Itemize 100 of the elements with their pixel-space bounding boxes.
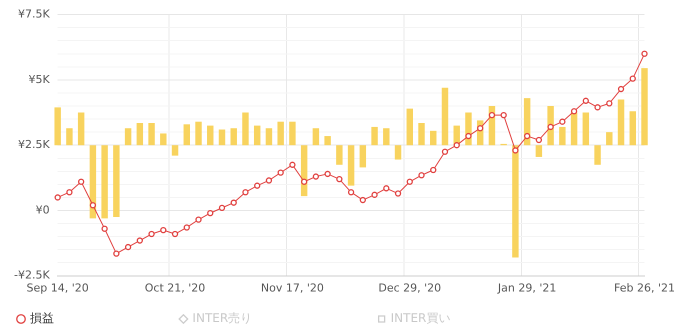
y-tick-label: ¥7.5K [18, 7, 50, 20]
point [371, 192, 378, 198]
point [300, 178, 308, 185]
point [547, 124, 554, 130]
bar [90, 145, 96, 218]
point [78, 178, 84, 185]
legend-label: 損益 [30, 311, 168, 326]
bar [230, 128, 237, 146]
bar [618, 99, 624, 146]
bar [124, 128, 132, 146]
bar [630, 111, 636, 146]
point [54, 194, 61, 201]
point [512, 147, 519, 154]
bar [430, 130, 436, 146]
point [124, 244, 132, 250]
x-tick-label: Oct 21, '20 [144, 281, 206, 294]
point [336, 176, 343, 182]
point [394, 190, 402, 197]
bar [606, 132, 613, 146]
point [570, 108, 578, 114]
point [172, 230, 178, 238]
y-tick-label: -¥2.5K [14, 268, 50, 282]
bar [300, 145, 308, 196]
point [312, 173, 320, 180]
x-tick-label: Dec 29, '20 [378, 281, 442, 294]
bar [394, 145, 402, 160]
bar [324, 136, 331, 146]
point [430, 166, 436, 174]
point [348, 189, 354, 196]
point [266, 177, 272, 184]
point [383, 185, 390, 192]
bar [418, 123, 425, 146]
bar [207, 126, 214, 146]
y-tick-label: ¥2.5K [18, 138, 50, 152]
bar [266, 128, 272, 146]
point [418, 172, 425, 178]
x-tick-label: Nov 17, '20 [260, 281, 324, 294]
point [195, 216, 202, 223]
point [477, 125, 484, 132]
bar [54, 107, 61, 146]
bar [406, 108, 414, 146]
point [524, 132, 530, 140]
y-tick-label: ¥0 [36, 203, 50, 216]
bar [312, 128, 320, 146]
bar [371, 126, 378, 146]
bar [101, 145, 108, 218]
bar [442, 88, 448, 146]
point [488, 112, 496, 118]
point [184, 224, 190, 231]
x-tick-label: Sep 14, '20 [26, 281, 89, 294]
point [324, 170, 331, 178]
point [360, 196, 366, 204]
point [113, 250, 120, 257]
bar [136, 123, 144, 146]
bar [218, 130, 226, 146]
bar [277, 122, 284, 146]
point [454, 142, 460, 148]
point [148, 230, 155, 238]
point [289, 162, 296, 168]
bar [348, 145, 354, 186]
y-tick-label: ¥5K [28, 72, 50, 86]
point [630, 75, 636, 82]
bar [148, 123, 155, 146]
point [536, 136, 542, 144]
point [160, 226, 166, 234]
point [406, 178, 413, 185]
point [278, 169, 284, 176]
point [101, 226, 108, 232]
point [582, 98, 589, 104]
bar [570, 112, 578, 146]
bar [512, 145, 519, 258]
point [606, 100, 612, 107]
point [442, 148, 448, 155]
point [594, 104, 601, 110]
bar [536, 145, 542, 157]
x-tick-label: Jan 29, '21 [496, 281, 556, 294]
point [66, 189, 73, 196]
bar [172, 145, 178, 156]
bar [582, 112, 590, 146]
bar [78, 112, 84, 146]
bar [195, 122, 202, 146]
bar [242, 112, 249, 146]
bar [336, 145, 343, 165]
bar [641, 68, 648, 146]
point [242, 189, 249, 196]
bar [559, 126, 566, 146]
point [465, 132, 472, 140]
point [136, 237, 143, 244]
point [559, 118, 566, 125]
point [500, 112, 507, 118]
bar [254, 126, 260, 146]
point [218, 204, 226, 212]
point [207, 210, 214, 216]
bar [594, 145, 601, 165]
bar [113, 145, 120, 218]
bar [360, 145, 366, 168]
bar [160, 133, 167, 146]
point [90, 202, 96, 208]
bar [289, 122, 296, 146]
bar [383, 128, 390, 146]
